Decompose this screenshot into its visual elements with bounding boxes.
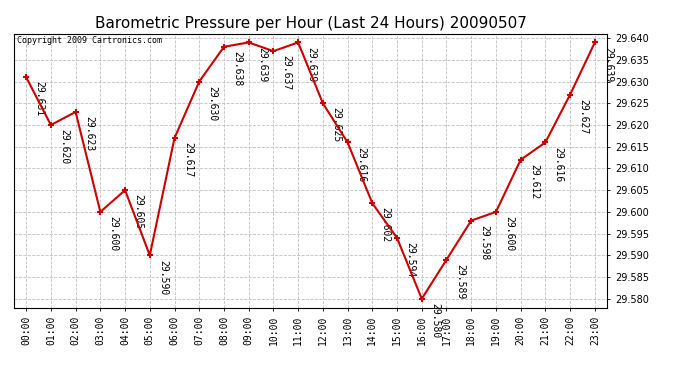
Text: 29.620: 29.620 — [59, 129, 69, 164]
Text: 29.598: 29.598 — [480, 225, 489, 260]
Text: 29.600: 29.600 — [108, 216, 119, 251]
Text: 29.625: 29.625 — [331, 108, 341, 143]
Text: 29.627: 29.627 — [578, 99, 589, 134]
Text: Copyright 2009 Cartronics.com: Copyright 2009 Cartronics.com — [17, 36, 161, 45]
Title: Barometric Pressure per Hour (Last 24 Hours) 20090507: Barometric Pressure per Hour (Last 24 Ho… — [95, 16, 526, 31]
Text: 29.639: 29.639 — [257, 46, 267, 82]
Text: 29.616: 29.616 — [553, 147, 564, 182]
Text: 29.639: 29.639 — [306, 46, 317, 82]
Text: 29.600: 29.600 — [504, 216, 514, 251]
Text: 29.589: 29.589 — [455, 264, 465, 299]
Text: 29.617: 29.617 — [183, 142, 193, 177]
Text: 29.623: 29.623 — [84, 116, 94, 152]
Text: 29.630: 29.630 — [208, 86, 217, 121]
Text: 29.605: 29.605 — [133, 194, 144, 230]
Text: 29.639: 29.639 — [603, 46, 613, 82]
Text: 29.602: 29.602 — [381, 207, 391, 243]
Text: 29.594: 29.594 — [405, 242, 415, 278]
Text: 29.631: 29.631 — [34, 81, 44, 117]
Text: 29.637: 29.637 — [282, 55, 292, 90]
Text: 29.616: 29.616 — [356, 147, 366, 182]
Text: 29.590: 29.590 — [158, 260, 168, 295]
Text: 29.580: 29.580 — [430, 303, 440, 338]
Text: 29.638: 29.638 — [233, 51, 242, 86]
Text: 29.612: 29.612 — [529, 164, 539, 199]
